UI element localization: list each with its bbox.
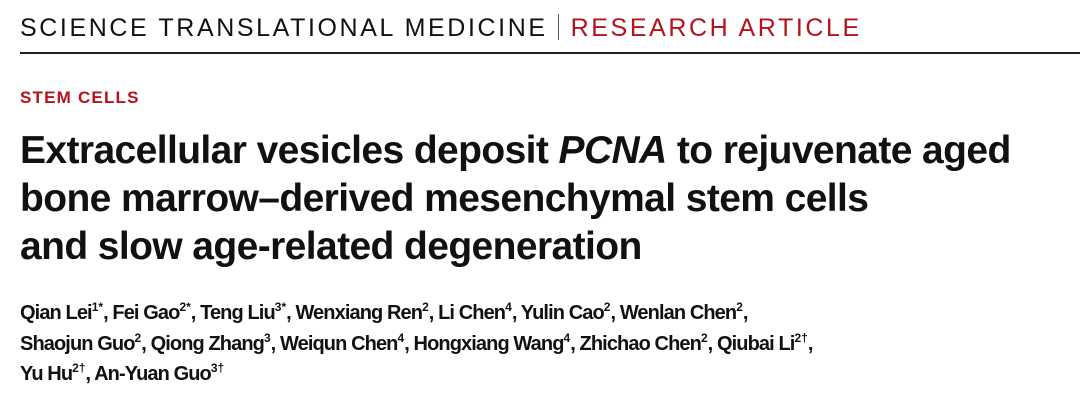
title-line-1: Extracellular vesicles deposit PCNA to r…: [20, 127, 1011, 175]
affiliation-marker: 2: [736, 300, 743, 314]
author[interactable]: Wenlan Chen: [619, 302, 737, 324]
author[interactable]: Wenxiang Ren: [295, 302, 423, 324]
affiliation-marker: 2†: [794, 330, 808, 345]
affiliation-marker: 3*: [274, 300, 287, 314]
author[interactable]: An-Yuan Guo: [94, 363, 212, 385]
journal-header: SCIENCE TRANSLATIONAL MEDICINE RESEARCH A…: [20, 14, 862, 43]
affiliation-marker: 4: [397, 330, 405, 345]
affiliation-marker: 3: [263, 330, 271, 345]
title-gene-name: PCNA: [558, 129, 668, 172]
author[interactable]: Yu Hu: [20, 363, 73, 385]
affiliation-marker: 2: [422, 300, 429, 314]
title-text: to rejuvenate aged: [666, 129, 1011, 172]
author[interactable]: Shaojun Guo: [20, 332, 135, 355]
title-text: Extracellular vesicles deposit: [20, 129, 559, 172]
author[interactable]: Qiubai Li: [716, 332, 795, 355]
affiliation-marker: 1*: [91, 300, 104, 314]
journal-name: SCIENCE TRANSLATIONAL MEDICINE: [20, 14, 548, 42]
affiliation-marker: 3†: [210, 361, 225, 375]
author[interactable]: Qiong Zhang: [150, 332, 265, 355]
author[interactable]: Fei Gao: [112, 302, 180, 324]
author[interactable]: Zhichao Chen: [579, 332, 702, 355]
affiliation-marker: 2†: [72, 361, 86, 375]
author-line: Yu Hu2†, An-Yuan Guo3†: [20, 361, 225, 385]
article-title: Extracellular vesicles deposit PCNA to r…: [20, 127, 1011, 271]
affiliation-marker: 2*: [179, 300, 191, 314]
title-line-2: bone marrow–derived mesenchymal stem cel…: [20, 177, 869, 220]
affiliation-marker: 2: [134, 330, 142, 345]
author-line: Shaojun Guo2, Qiong Zhang3, Weiqun Chen4…: [20, 330, 813, 355]
author-line: Qian Lei1*, Fei Gao2*, Teng Liu3*, Wenxi…: [20, 300, 748, 324]
section-label: STEM CELLS: [20, 88, 140, 107]
article-type: RESEARCH ARTICLE: [570, 14, 862, 42]
header-divider: [557, 14, 559, 40]
affiliation-marker: 2: [700, 330, 708, 345]
affiliation-marker: 4: [563, 330, 571, 345]
author-list: Qian Lei1*, Fei Gao2*, Teng Liu3*, Wenxi…: [20, 298, 813, 390]
author[interactable]: Teng Liu: [200, 302, 276, 324]
author[interactable]: Qian Lei: [20, 302, 93, 324]
author[interactable]: Yulin Cao: [520, 302, 605, 324]
affiliation-marker: 2: [603, 300, 611, 314]
author[interactable]: Li Chen: [438, 302, 506, 324]
author[interactable]: Hongxiang Wang: [413, 332, 565, 355]
header-rule: [20, 52, 1080, 54]
affiliation-marker: 4: [505, 300, 512, 314]
title-line-3: and slow age-related degeneration: [20, 225, 642, 268]
author[interactable]: Weiqun Chen: [280, 332, 398, 355]
